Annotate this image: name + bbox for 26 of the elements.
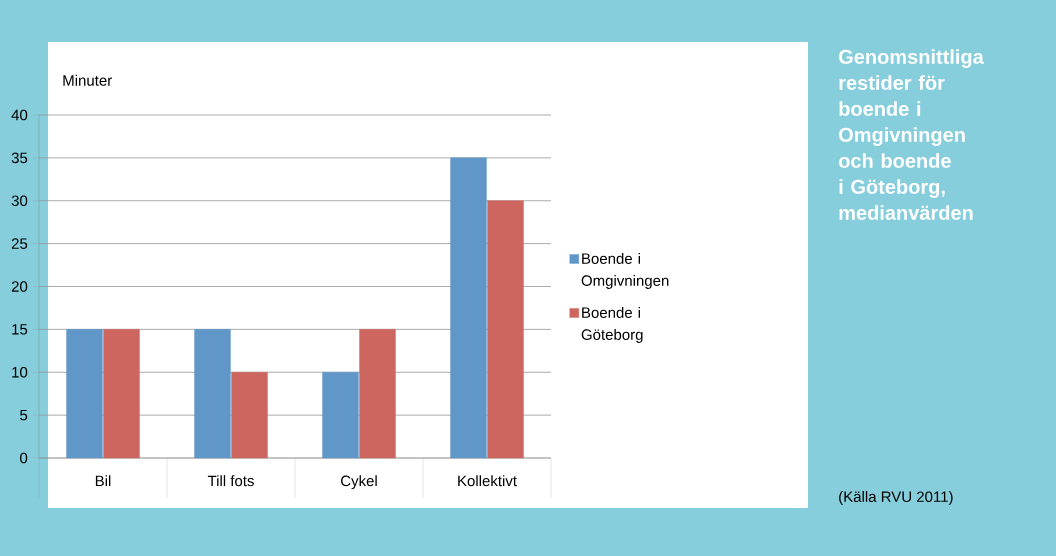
y-tick-label: 0 — [20, 452, 28, 464]
y-tick-label: 35 — [11, 152, 28, 164]
bar — [66, 329, 103, 459]
y-tick-label: 5 — [20, 409, 28, 421]
bar — [194, 329, 231, 459]
legend-label: Boende i Göteborg — [581, 306, 643, 343]
bar — [231, 372, 268, 459]
y-tick-label: 40 — [11, 109, 28, 121]
bar — [359, 329, 396, 459]
legend-label: Boende i Omgivningen — [581, 252, 669, 289]
bar — [487, 200, 524, 459]
y-tick-label: 30 — [11, 195, 28, 207]
y-tick-label: 10 — [12, 366, 28, 378]
x-tick-label: Bil — [95, 475, 111, 487]
y-axis-title: Minuter — [63, 74, 112, 86]
x-tick-label: Till fots — [207, 475, 254, 487]
y-tick-label: 25 — [11, 238, 28, 249]
bar — [322, 372, 359, 459]
x-tick-label: Cykel — [341, 475, 377, 490]
bar — [450, 157, 487, 459]
y-tick-label: 15 — [12, 324, 28, 335]
text: (Källa RVU 2011) — [839, 491, 953, 505]
text: Genomsnittliga restider för boende i Omgivningen och boende i Göteborg, medianvärden — [838, 49, 984, 220]
bar — [103, 329, 140, 459]
y-tick-label: 20 — [11, 281, 28, 292]
x-tick-label: Kollektivt — [458, 475, 517, 487]
